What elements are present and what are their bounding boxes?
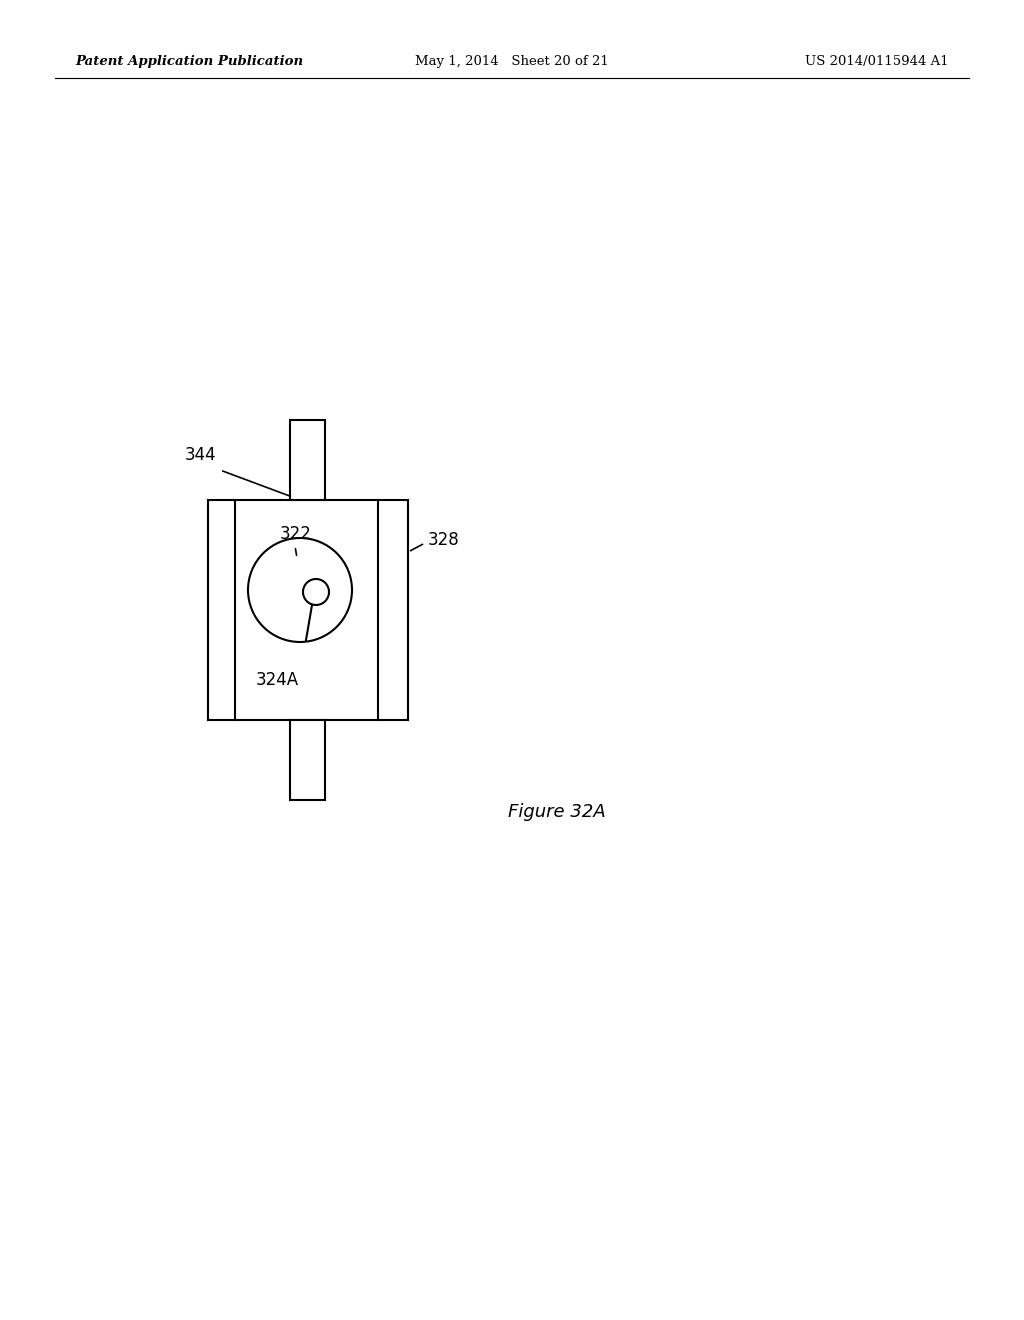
Text: 328: 328 xyxy=(428,531,460,549)
Bar xyxy=(290,719,325,800)
Text: 324A: 324A xyxy=(256,671,299,689)
Text: US 2014/0115944 A1: US 2014/0115944 A1 xyxy=(805,55,949,69)
Bar xyxy=(290,420,325,500)
Bar xyxy=(208,500,408,719)
Text: 322: 322 xyxy=(280,525,312,543)
Text: Figure 32A: Figure 32A xyxy=(508,803,606,821)
Text: May 1, 2014   Sheet 20 of 21: May 1, 2014 Sheet 20 of 21 xyxy=(415,55,609,69)
Text: Patent Application Publication: Patent Application Publication xyxy=(75,55,303,69)
Text: 344: 344 xyxy=(185,446,217,465)
